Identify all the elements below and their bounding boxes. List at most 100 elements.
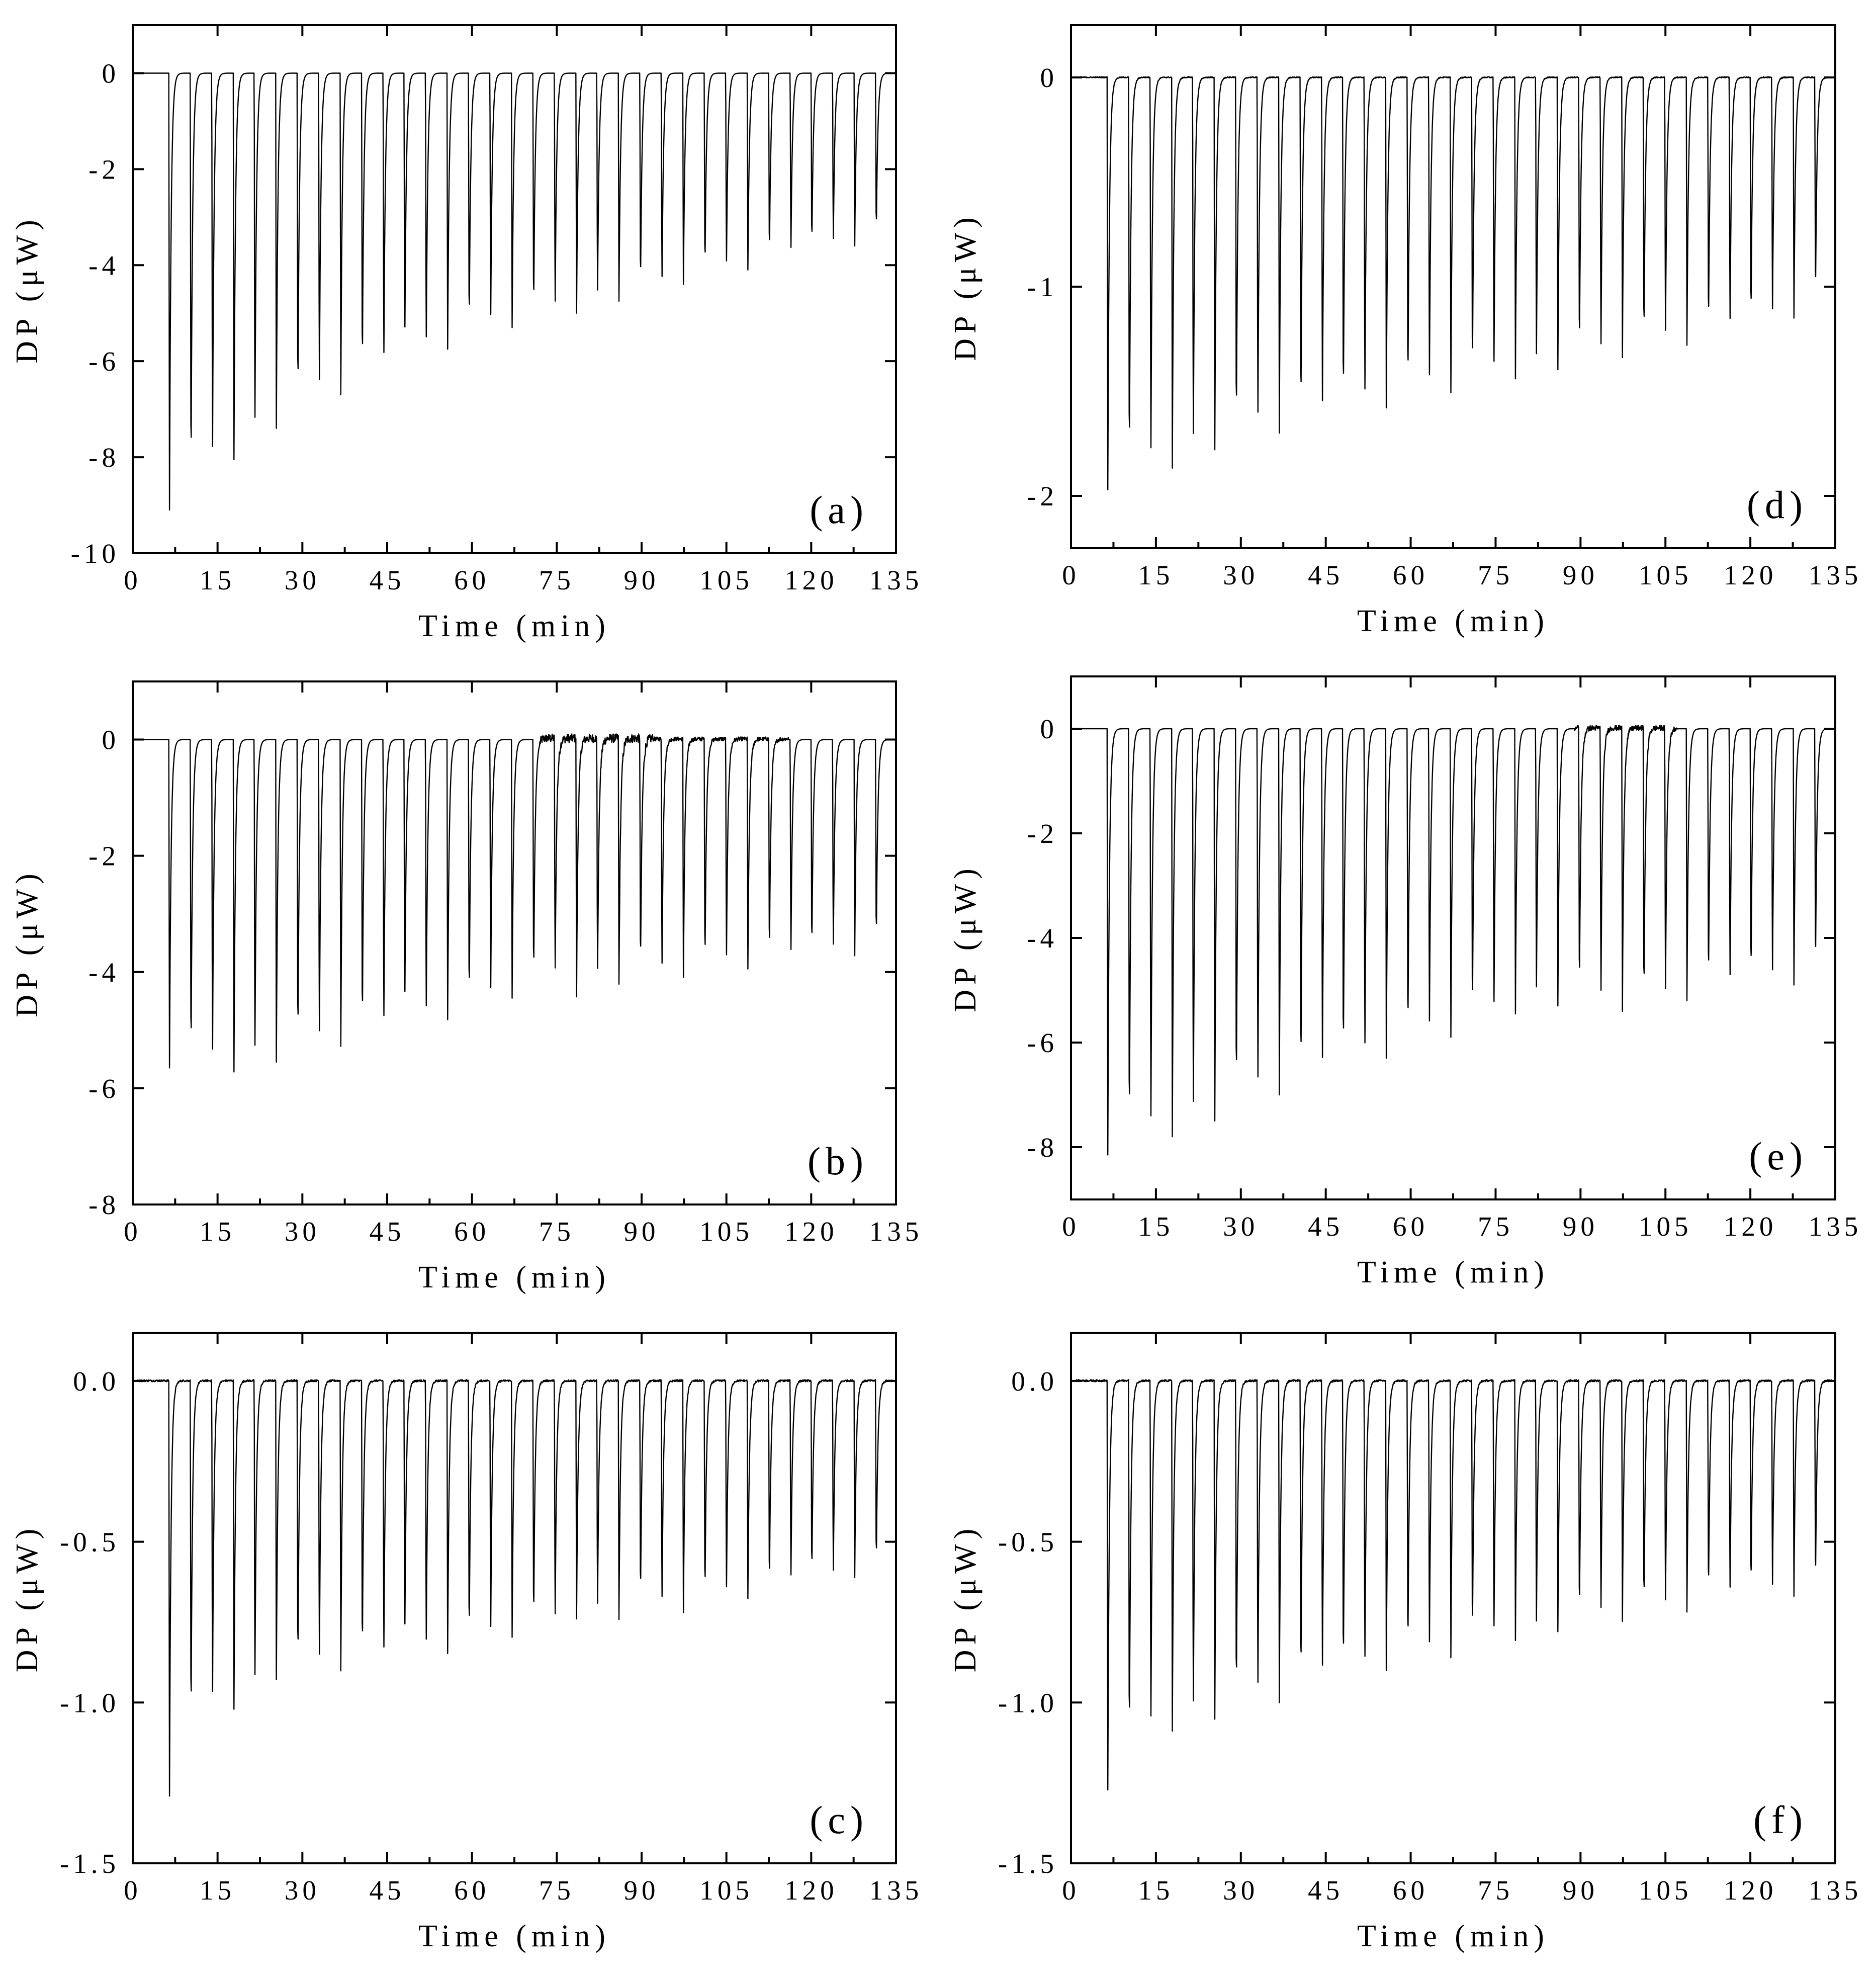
x-tick-label: 120 <box>1724 560 1777 590</box>
x-tick-label: 0 <box>1062 1211 1080 1242</box>
x-tick-label: 0 <box>124 565 142 595</box>
x-tick-label: 105 <box>1639 1875 1692 1906</box>
x-axis-title: Time (min) <box>418 1919 610 1953</box>
y-tick-label: -4 <box>88 957 120 988</box>
y-tick-label: -6 <box>1027 1027 1058 1058</box>
x-tick-label: 45 <box>370 1875 405 1906</box>
x-tick-label: 30 <box>1223 1875 1259 1906</box>
panel-label: (f) <box>1753 1798 1808 1842</box>
x-tick-label: 105 <box>699 1875 753 1906</box>
y-tick-label: 0.0 <box>73 1366 120 1397</box>
y-axis-title: DP (μW) <box>948 212 982 361</box>
x-tick-label: 120 <box>1724 1875 1777 1906</box>
x-tick-label: 120 <box>784 1875 838 1906</box>
x-tick-label: 30 <box>1223 1211 1259 1242</box>
x-tick-label: 45 <box>370 1216 405 1247</box>
x-tick-label: 45 <box>1308 1211 1344 1242</box>
x-tick-label: 30 <box>285 565 320 595</box>
x-tick-label: 135 <box>869 565 923 595</box>
panel-label: (d) <box>1747 483 1808 527</box>
x-tick-label: 60 <box>454 1216 490 1247</box>
x-tick-label: 105 <box>1639 1211 1692 1242</box>
x-axis-title: Time (min) <box>418 609 610 643</box>
x-tick-label: 135 <box>869 1216 923 1247</box>
x-tick-label: 45 <box>1308 1875 1344 1906</box>
y-tick-label: 0 <box>1040 62 1058 93</box>
x-tick-label: 90 <box>1563 1875 1598 1906</box>
y-tick-label: -1.0 <box>998 1687 1058 1718</box>
x-tick-label: 90 <box>624 565 660 595</box>
y-tick-label: 0 <box>1040 714 1058 744</box>
dp-trace <box>136 1379 893 1797</box>
y-axis-title: DP (μW) <box>10 869 44 1017</box>
x-tick-label: 15 <box>1138 1211 1174 1242</box>
y-tick-label: -8 <box>1027 1132 1058 1163</box>
x-tick-label: 90 <box>1563 560 1598 590</box>
plot-frame <box>132 1332 897 1864</box>
panel-label: (a) <box>810 488 868 532</box>
x-tick-label: 120 <box>784 565 838 595</box>
y-tick-label: -8 <box>88 442 120 473</box>
y-tick-label: -0.5 <box>998 1527 1058 1558</box>
x-tick-label: 75 <box>539 1875 575 1906</box>
x-tick-label: 0 <box>1062 560 1080 590</box>
plot-frame <box>1070 675 1836 1200</box>
y-tick-label: -1.5 <box>60 1848 120 1879</box>
x-tick-label: 15 <box>1138 560 1174 590</box>
plot-frame <box>1070 24 1836 549</box>
x-tick-label: 0 <box>124 1875 142 1906</box>
y-tick-label: -2 <box>1027 481 1058 511</box>
x-tick-label: 90 <box>624 1216 660 1247</box>
x-tick-label: 105 <box>699 1216 753 1247</box>
x-axis-title: Time (min) <box>418 1260 610 1295</box>
x-tick-label: 15 <box>200 1216 235 1247</box>
x-tick-label: 45 <box>370 565 405 595</box>
panel-c: 0 15 30 45 60 75 90 105 120 135 0.0 -0.5 -1.0 -1.5 Tim… <box>10 1332 923 1953</box>
x-tick-label: 75 <box>539 565 575 595</box>
y-axis-title: DP (μW) <box>10 1524 44 1673</box>
x-tick-label: 75 <box>1478 1875 1513 1906</box>
x-tick-label: 135 <box>1809 1875 1862 1906</box>
panel-label: (b) <box>808 1139 868 1183</box>
panel-b: 0 15 30 45 60 75 90 105 120 135 0 -2 -4 -6 -8 Time (min… <box>10 680 923 1295</box>
dp-trace <box>137 72 893 511</box>
x-tick-label: 60 <box>454 565 490 595</box>
x-tick-label: 105 <box>699 565 753 595</box>
y-tick-label: -1.5 <box>998 1848 1058 1879</box>
panel-f: 0 15 30 45 60 75 90 105 120 135 0.0 -0.5 -1.0 -1.5 Tim… <box>948 1332 1862 1953</box>
x-tick-label: 0 <box>1062 1875 1080 1906</box>
x-tick-label: 135 <box>1809 1211 1862 1242</box>
plot-frame <box>1070 1332 1836 1864</box>
x-tick-label: 60 <box>454 1875 490 1906</box>
panel-label: (c) <box>810 1798 868 1842</box>
panel-a: 0 15 30 45 60 75 90 105 120 135 0 -2 -4 -6 -8 -10 Time (… <box>10 24 923 643</box>
y-tick-label: -8 <box>88 1189 120 1220</box>
dp-trace <box>1075 1379 1832 1791</box>
x-tick-label: 120 <box>784 1216 838 1247</box>
y-tick-label: -0.5 <box>60 1527 120 1558</box>
x-tick-label: 75 <box>539 1216 575 1247</box>
x-tick-label: 135 <box>869 1875 923 1906</box>
plot-frame <box>132 680 897 1205</box>
x-tick-label: 45 <box>1308 560 1344 590</box>
x-tick-label: 75 <box>1478 560 1513 590</box>
x-axis-title: Time (min) <box>1357 1919 1549 1953</box>
x-tick-label: 0 <box>124 1216 142 1247</box>
x-tick-label: 30 <box>285 1216 320 1247</box>
y-tick-label: -4 <box>88 250 120 281</box>
y-axis-title: DP (μW) <box>948 1524 982 1673</box>
x-tick-label: 15 <box>200 565 235 595</box>
x-tick-label: 60 <box>1393 1875 1428 1906</box>
y-tick-label: -4 <box>1027 923 1058 954</box>
x-tick-label: 60 <box>1393 1211 1428 1242</box>
y-tick-label: -6 <box>88 346 120 377</box>
x-axis-title: Time (min) <box>1357 604 1549 638</box>
dp-trace <box>137 733 893 1073</box>
y-tick-label: -10 <box>71 538 120 569</box>
x-tick-label: 75 <box>1478 1211 1513 1242</box>
x-tick-label: 60 <box>1393 560 1428 590</box>
x-tick-label: 30 <box>1223 560 1259 590</box>
x-tick-label: 30 <box>285 1875 320 1906</box>
y-axis-title: DP (μW) <box>948 864 982 1012</box>
